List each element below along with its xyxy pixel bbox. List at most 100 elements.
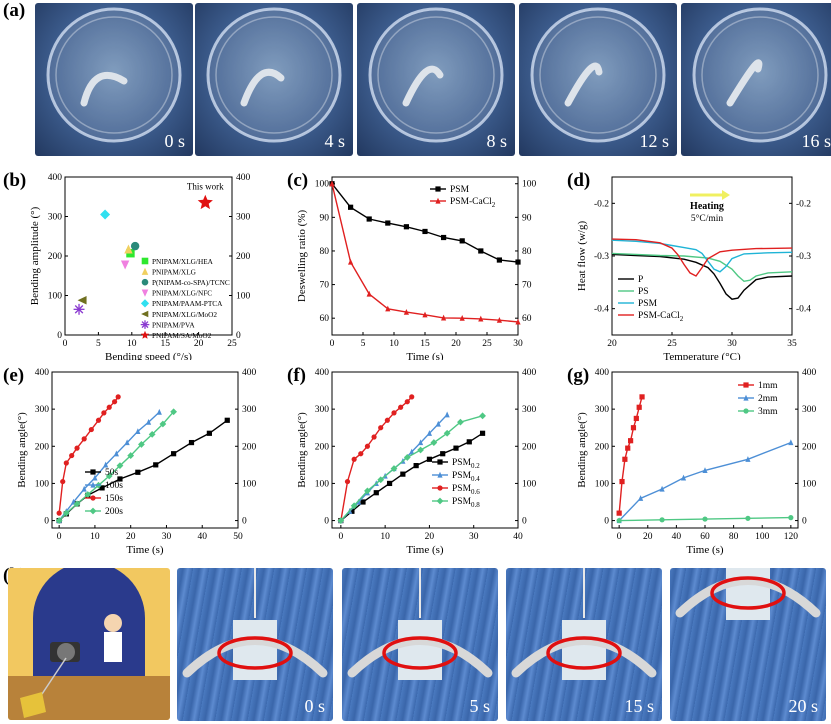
data-point — [403, 224, 409, 230]
data-point — [745, 456, 751, 462]
data-point — [702, 467, 708, 474]
legend-label: PNIPAM/XLG/MoO2 — [152, 310, 217, 319]
panel-label-c: (c) — [287, 170, 309, 191]
data-point — [398, 404, 404, 410]
data-point — [378, 425, 384, 431]
y-axis-label: Bending angle(°) — [576, 412, 588, 488]
data-point — [639, 394, 645, 400]
time-label: 4 s — [324, 131, 345, 151]
legend-marker — [90, 481, 96, 488]
legend-marker — [90, 495, 96, 501]
data-point — [430, 439, 438, 446]
data-point — [88, 426, 94, 433]
y-tick-label-right: 200 — [522, 442, 537, 452]
legend-label-psm-cacl2: PSM-CaCl2 — [450, 197, 496, 209]
y-tick-label: -0.3 — [594, 252, 609, 262]
legend-label: PNIPAM/XLG/NFC — [152, 289, 212, 298]
x-tick-label: 10 — [127, 339, 137, 349]
subscript: 0.2 — [471, 462, 480, 470]
x-axis-label: Temperature (°C) — [663, 351, 741, 360]
panel-label-f: (f) — [287, 365, 306, 386]
gripper-scene-icon — [675, 568, 821, 620]
x-tick-label: 20 — [643, 532, 653, 542]
y-tick-label: 0 — [44, 517, 49, 527]
x-axis-label: Time (s) — [406, 351, 444, 360]
data-point — [659, 485, 665, 492]
y-tick-label-right: 200 — [236, 252, 251, 262]
data-point — [426, 430, 433, 436]
y-tick-label-right: 300 — [802, 405, 817, 415]
x-tick-label: 15 — [160, 339, 170, 349]
plot-frame — [51, 371, 239, 529]
x-axis-label: Time (s) — [406, 544, 444, 556]
series-line-PSM-CaCl2 — [611, 238, 793, 277]
data-point — [422, 228, 428, 235]
data-point — [371, 434, 377, 440]
y-tick-label: 400 — [315, 368, 330, 378]
x-tick-label: 10 — [389, 339, 399, 349]
x-tick-label: 0 — [338, 532, 343, 542]
y-axis-label: Bending amplitude (°) — [29, 206, 41, 305]
x-tick-label: 30 — [162, 532, 172, 542]
data-point — [478, 248, 484, 254]
cartoon-scene-icon — [8, 568, 170, 720]
data-point-pnipam-xlg — [124, 244, 133, 254]
data-point — [95, 417, 102, 423]
time-label: 16 s — [801, 131, 831, 151]
y-tick-label: -0.2 — [594, 199, 609, 209]
y-axis-label: Heat flow (w/g) — [576, 221, 588, 292]
data-point — [377, 476, 385, 484]
y-tick-label: 200 — [35, 442, 50, 452]
data-point — [422, 311, 428, 318]
data-point — [444, 411, 450, 418]
x-tick-label: 40 — [672, 532, 682, 542]
time-label: 0 s — [164, 131, 185, 151]
y-tick-label-right: 100 — [522, 479, 537, 489]
data-point — [441, 234, 447, 241]
y-tick-label-right: 0 — [242, 517, 247, 527]
legend-label: PNIPAM/XLG — [152, 267, 197, 276]
y-axis-label: Deswelling ratio (%) — [296, 210, 308, 303]
legend-label: PSM-CaCl2 — [638, 311, 684, 323]
data-point — [62, 509, 70, 517]
y-tick-label-right: 300 — [236, 213, 251, 223]
legend-marker — [141, 267, 149, 275]
heating-arrow-head — [722, 190, 730, 200]
data-point — [636, 404, 642, 410]
data-point-pnipam-paam-ptca — [100, 209, 111, 220]
chart-c: 0 5 10 15 20 25 30 60 60 70 70 80 80 90 90 100 100 Time (… — [296, 176, 537, 360]
y-tick-label: 400 — [35, 368, 50, 378]
series-line-2mm — [618, 441, 792, 522]
data-point-p-nipam-co-spa-tcnc — [130, 241, 140, 251]
legend-label: PSM0.2 — [452, 458, 480, 470]
legend-label: PSM0.8 — [452, 497, 480, 509]
data-point — [113, 450, 119, 457]
y-tick-label: 90 — [320, 213, 330, 223]
data-point — [628, 438, 634, 444]
data-point — [435, 420, 441, 427]
subscript: 2 — [492, 201, 496, 209]
photo-h-2: 15 s — [506, 568, 662, 721]
time-label: 20 s — [788, 696, 818, 716]
y-tick-label-right: -0.4 — [796, 305, 811, 315]
legend-label: P — [638, 275, 643, 285]
y-tick-label-right: 400 — [236, 173, 251, 183]
x-axis-label: Time (s) — [686, 544, 724, 556]
legend-label: PSM0.6 — [452, 484, 480, 496]
data-point — [74, 445, 80, 451]
data-point — [81, 436, 87, 442]
y-tick-label-right: 200 — [242, 442, 257, 452]
data-point — [391, 410, 397, 416]
y-tick-label-right: 300 — [522, 405, 537, 415]
x-tick-label: 0 — [330, 339, 335, 349]
data-point — [417, 439, 424, 446]
y-tick-label: 100 — [595, 479, 610, 489]
data-point — [145, 418, 152, 425]
time-label: 8 s — [486, 131, 507, 151]
x-tick-label: 5 — [361, 339, 366, 349]
x-tick-label: 80 — [729, 532, 739, 542]
data-point — [99, 485, 105, 491]
